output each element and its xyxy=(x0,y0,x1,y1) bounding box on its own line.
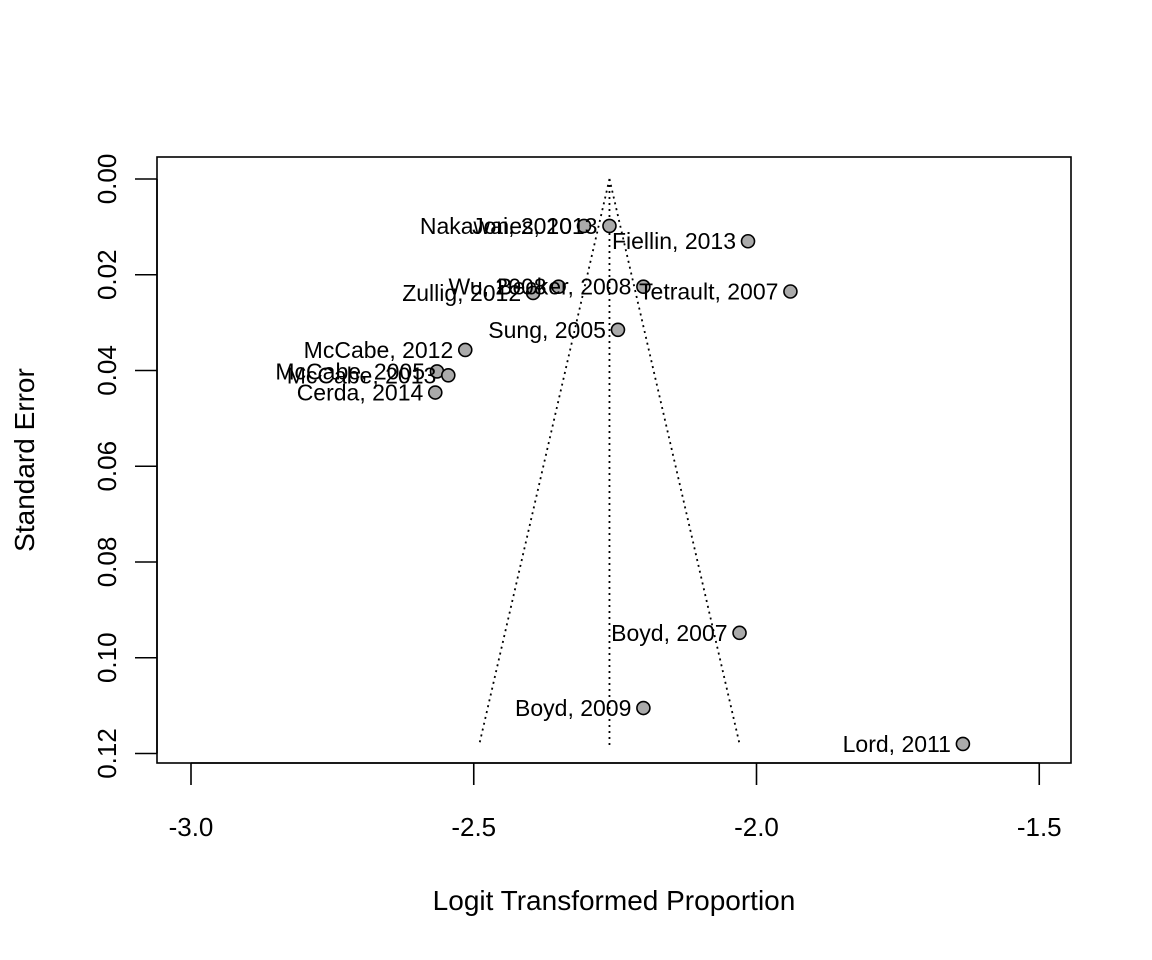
study-label: Zullig, 2012 xyxy=(402,280,521,306)
study-label: Nakawai, 2010 xyxy=(420,213,572,239)
study-label: Lord, 2011 xyxy=(843,731,951,757)
study-point xyxy=(576,218,592,234)
x-tick-label: -2.0 xyxy=(734,812,779,842)
funnel-right-line xyxy=(608,178,741,745)
x-tick-label: -3.0 xyxy=(169,812,214,842)
funnel-lines xyxy=(478,178,741,748)
x-tick-label: -2.5 xyxy=(451,812,496,842)
study-point xyxy=(955,736,971,752)
study-label: Jones, 2013 xyxy=(472,213,597,239)
y-tick-label: 0.10 xyxy=(92,632,122,683)
study-point xyxy=(740,233,756,249)
y-tick-label: 0.02 xyxy=(92,249,122,300)
study-label: Boyd, 2007 xyxy=(611,620,727,646)
study-label: Wu, 2008 xyxy=(449,274,547,300)
x-axis: -3.0 -2.5 -2.0 -1.5 xyxy=(169,762,1062,842)
study-label: Boyd, 2009 xyxy=(515,695,631,721)
y-tick-label: 0.08 xyxy=(92,537,122,588)
funnel-left-line xyxy=(478,178,611,745)
study-point xyxy=(457,342,473,358)
study-label: McCabe, 2005 xyxy=(275,358,425,384)
study-label: Becker, 2008 xyxy=(497,274,631,300)
x-axis-title: Logit Transformed Proportion xyxy=(433,885,796,916)
study-label: Fiellin, 2013 xyxy=(612,228,736,254)
study-label: McCabe, 2012 xyxy=(304,337,454,363)
study-label: Cerda, 2014 xyxy=(297,380,424,406)
y-tick-label: 0.12 xyxy=(92,728,122,779)
study-point xyxy=(783,284,798,299)
y-axis: 0.00 0.02 0.04 0.06 0.08 0.10 0.12 xyxy=(92,154,158,779)
study-label: Tetrault, 2007 xyxy=(639,279,778,305)
study-label: Sung, 2005 xyxy=(488,317,606,343)
y-tick-label: 0.06 xyxy=(92,441,122,492)
study-point xyxy=(551,279,566,295)
study-point xyxy=(427,385,443,400)
study-label: McCabe, 2013 xyxy=(287,362,437,388)
study-point xyxy=(602,218,617,234)
study-point xyxy=(441,367,456,383)
x-tick-label: -1.5 xyxy=(1017,812,1062,842)
study-point xyxy=(636,700,651,716)
study-point xyxy=(732,625,747,641)
study-point xyxy=(636,279,651,295)
y-tick-label: 0.00 xyxy=(92,154,122,205)
y-axis-title: Standard Error xyxy=(9,368,40,552)
study-point xyxy=(525,285,541,301)
study-point xyxy=(610,322,626,338)
study-points xyxy=(427,218,971,752)
y-tick-label: 0.04 xyxy=(92,345,122,396)
